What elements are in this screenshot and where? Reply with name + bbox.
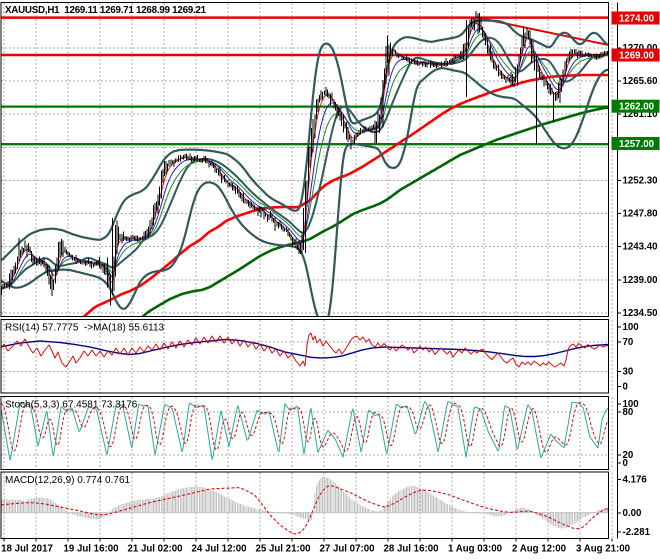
svg-text:70: 70 [623,337,634,348]
svg-text:1270.00: 1270.00 [623,43,658,54]
svg-text:25 Jul 21:00: 25 Jul 21:00 [256,544,311,555]
svg-text:100: 100 [623,399,639,410]
svg-text:0: 0 [623,382,628,393]
svg-text:XAUUSD,H1 1269.11 1269.71 126: XAUUSD,H1 1269.11 1269.71 1268.99 1269.2… [5,5,207,16]
svg-text:Stoch(5,3,3) 67.4581 73.3176: Stoch(5,3,3) 67.4581 73.3176 [5,400,138,411]
svg-text:27 Jul 07:00: 27 Jul 07:00 [320,544,375,555]
svg-text:-2.281: -2.281 [623,527,651,538]
svg-text:19 Jul 16:00: 19 Jul 16:00 [64,544,119,555]
svg-text:1274.00: 1274.00 [619,14,654,25]
svg-text:2 Aug 12:00: 2 Aug 12:00 [512,544,566,555]
svg-text:1247.80: 1247.80 [623,209,658,220]
svg-text:30: 30 [623,367,634,378]
svg-text:20: 20 [623,450,634,461]
svg-text:28 Jul 16:00: 28 Jul 16:00 [384,544,439,555]
svg-text:1 Aug 03:00: 1 Aug 03:00 [448,544,502,555]
svg-text:1257.00: 1257.00 [619,139,654,150]
svg-text:0.00: 0.00 [623,508,642,519]
svg-text:4.176: 4.176 [623,475,648,486]
svg-text:24 Jul 12:00: 24 Jul 12:00 [192,544,247,555]
svg-text:MACD(12,26,9) 0.774 0.761: MACD(12,26,9) 0.774 0.761 [5,475,131,486]
svg-text:1243.40: 1243.40 [623,242,658,253]
svg-text:3 Aug 21:00: 3 Aug 21:00 [576,544,630,555]
svg-text:1269.00: 1269.00 [619,51,654,62]
svg-text:1261.10: 1261.10 [623,109,658,120]
svg-text:1239.00: 1239.00 [623,275,658,286]
svg-text:100: 100 [623,322,639,333]
svg-text:0: 0 [623,458,628,469]
svg-text:RSI(14) 57.7775 ->MA(18) 55.6: RSI(14) 57.7775 ->MA(18) 55.6113 [5,323,165,334]
svg-text:21 Jul 02:00: 21 Jul 02:00 [128,544,183,555]
svg-text:18 Jul 2017: 18 Jul 2017 [1,544,53,555]
svg-text:80: 80 [623,407,634,418]
svg-text:1234.50: 1234.50 [623,308,658,319]
svg-text:1262.00: 1262.00 [619,102,654,113]
svg-text:1265.60: 1265.60 [623,76,658,87]
svg-text:1252.30: 1252.30 [623,175,658,186]
